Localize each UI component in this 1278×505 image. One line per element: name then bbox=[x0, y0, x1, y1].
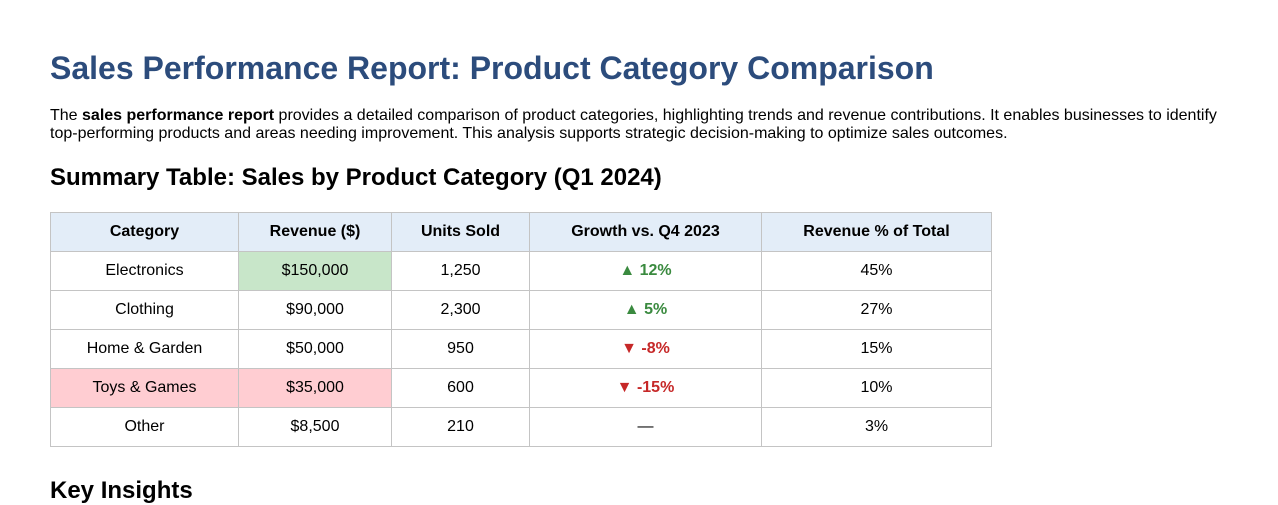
table-row: Other $8,500 210—3% bbox=[50, 407, 992, 447]
header-revenue: Revenue ($) bbox=[238, 212, 392, 252]
header-category: Category bbox=[50, 212, 239, 252]
table-row: Clothing $90,000 2,300 ▲ 5% 27% bbox=[50, 290, 992, 330]
cell-units: 210 bbox=[391, 407, 530, 447]
cell-units: 950 bbox=[391, 329, 530, 369]
cell-category: Home & Garden bbox=[50, 329, 239, 369]
header-units: Units Sold bbox=[391, 212, 530, 252]
cell-revenue: $50,000 bbox=[238, 329, 392, 369]
cell-revenue: $8,500 bbox=[238, 407, 392, 447]
cell-units: 600 bbox=[391, 368, 530, 408]
table-header-row: Category Revenue ($) Units Sold Growth v… bbox=[50, 212, 992, 252]
cell-category: Electronics bbox=[50, 251, 239, 291]
cell-category: Clothing bbox=[50, 290, 239, 330]
sales-table: Category Revenue ($) Units Sold Growth v… bbox=[50, 212, 992, 447]
cell-share: 45% bbox=[761, 251, 992, 291]
cell-growth: ▼ -15% bbox=[529, 368, 762, 408]
cell-share: 10% bbox=[761, 368, 992, 408]
intro-paragraph: The sales performance report provides a … bbox=[50, 107, 1240, 143]
page-title: Sales Performance Report: Product Catego… bbox=[50, 50, 934, 86]
intro-bold: sales performance report bbox=[82, 107, 275, 124]
table-row: Electronics $150,000 1,250 ▲ 12% 45% bbox=[50, 251, 992, 291]
cell-units: 1,250 bbox=[391, 251, 530, 291]
intro-prefix: The bbox=[50, 107, 83, 124]
cell-growth: ▼ -8% bbox=[529, 329, 762, 369]
cell-revenue: $90,000 bbox=[238, 290, 392, 330]
insights-heading: Key Insights bbox=[50, 477, 193, 504]
cell-category: Toys & Games bbox=[50, 368, 239, 408]
cell-units: 2,300 bbox=[391, 290, 530, 330]
cell-share: 3% bbox=[761, 407, 992, 447]
intro-suffix: provides a detailed comparison of produc… bbox=[50, 107, 1217, 142]
cell-share: 15% bbox=[761, 329, 992, 369]
summary-heading: Summary Table: Sales by Product Category… bbox=[50, 164, 662, 191]
header-growth: Growth vs. Q4 2023 bbox=[529, 212, 762, 252]
cell-share: 27% bbox=[761, 290, 992, 330]
cell-category: Other bbox=[50, 407, 239, 447]
cell-revenue: $35,000 bbox=[238, 368, 392, 408]
cell-growth: ▲ 12% bbox=[529, 251, 762, 291]
cell-revenue: $150,000 bbox=[238, 251, 392, 291]
cell-growth: — bbox=[529, 407, 762, 447]
table-row: Toys & Games $35,000 600 ▼ -15% 10% bbox=[50, 368, 992, 408]
cell-growth: ▲ 5% bbox=[529, 290, 762, 330]
header-share: Revenue % of Total bbox=[761, 212, 992, 252]
table-row: Home & Garden $50,000 950 ▼ -8% 15% bbox=[50, 329, 992, 369]
